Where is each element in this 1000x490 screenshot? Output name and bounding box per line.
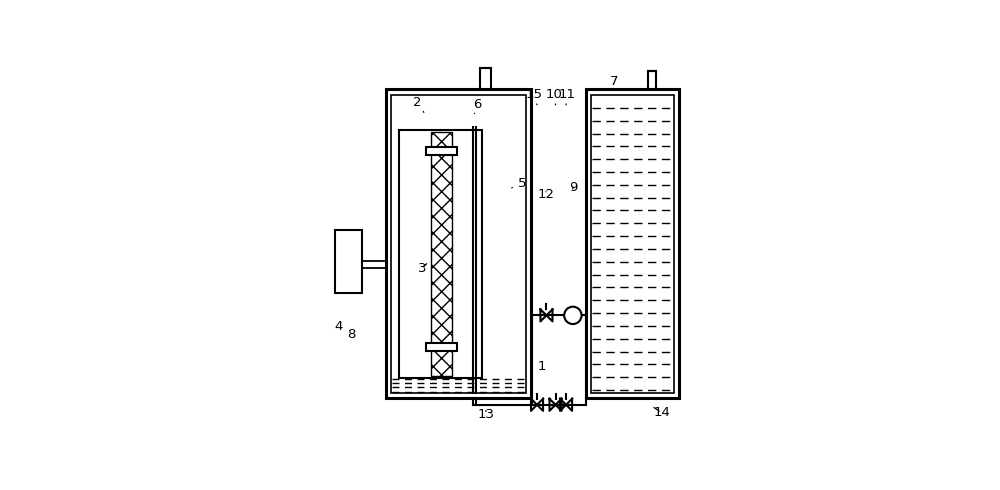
Text: 8: 8: [347, 328, 355, 341]
Bar: [480, 68, 491, 89]
Bar: [335, 230, 362, 293]
Bar: [591, 95, 674, 392]
Text: 4: 4: [334, 320, 342, 333]
Text: 3: 3: [418, 262, 427, 275]
Text: 1: 1: [531, 357, 546, 373]
Bar: [426, 343, 457, 351]
Text: 13: 13: [478, 408, 495, 421]
Text: 14: 14: [653, 406, 670, 419]
Bar: [399, 130, 482, 378]
Text: 2: 2: [413, 96, 424, 112]
Text: 9: 9: [569, 181, 577, 194]
Bar: [391, 95, 526, 392]
Bar: [648, 71, 656, 89]
Text: 12: 12: [537, 188, 554, 201]
Bar: [431, 132, 452, 376]
Text: 10: 10: [546, 88, 562, 105]
Text: 6: 6: [474, 98, 482, 114]
Bar: [586, 89, 679, 398]
Circle shape: [564, 307, 582, 324]
Text: 15: 15: [526, 88, 543, 105]
Bar: [386, 89, 531, 398]
Text: 7: 7: [610, 75, 619, 88]
Bar: [426, 147, 457, 155]
Text: 11: 11: [559, 88, 576, 105]
Text: 5: 5: [512, 177, 526, 190]
